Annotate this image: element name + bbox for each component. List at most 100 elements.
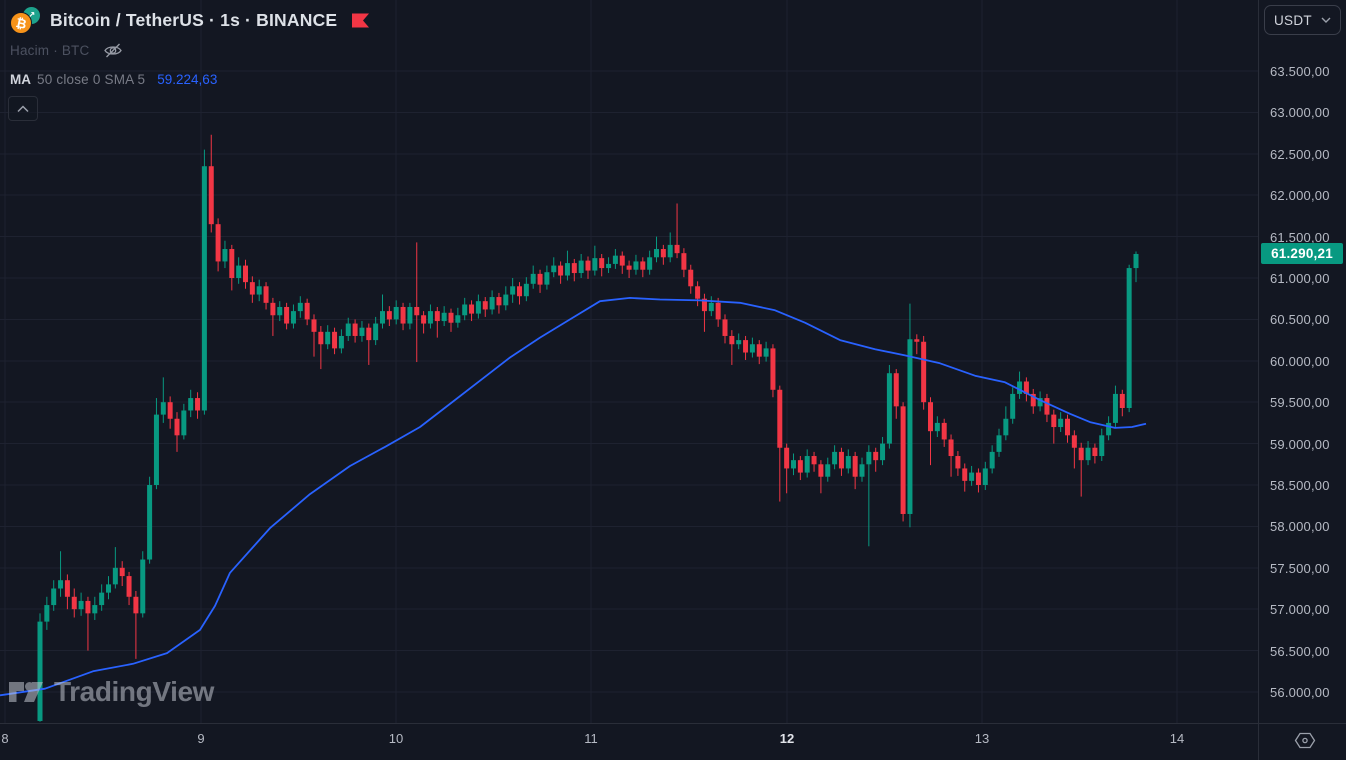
candle-body [277, 306, 283, 316]
candle-body [386, 311, 392, 320]
candle-body [1058, 418, 1064, 428]
candle-body [85, 600, 91, 614]
candle-body [311, 319, 317, 332]
time-tick-label: 9 [197, 731, 205, 746]
candle-body [667, 244, 673, 258]
price-tick-label: 63.000,00 [1270, 105, 1330, 121]
candle-body [92, 605, 98, 614]
candle-body [674, 244, 680, 254]
flag-icon[interactable] [351, 13, 370, 28]
candle-body [78, 600, 84, 610]
price-tick-label: 59.000,00 [1270, 436, 1330, 452]
candle-body [900, 406, 906, 514]
candle-body [318, 331, 324, 345]
price-tick-label: 59.500,00 [1270, 395, 1330, 411]
candle-body [359, 327, 365, 336]
candle-body [989, 451, 995, 469]
candle-body [304, 302, 310, 320]
candle-body [284, 306, 290, 324]
candle-body [1119, 393, 1125, 408]
symbol-title[interactable]: Bitcoin / TetherUS · 1s · BINANCE [50, 9, 338, 30]
candle-body [873, 451, 879, 461]
candle-body [784, 447, 790, 469]
time-axis-separator[interactable] [0, 723, 1346, 724]
volume-study-row[interactable]: Hacim · BTC [10, 41, 370, 59]
candle-body [332, 331, 338, 349]
candle-body [496, 297, 502, 306]
candle-body [475, 301, 481, 314]
candle-body [1106, 422, 1112, 436]
time-tick-label: 12 [779, 731, 795, 746]
tradingview-logo-icon [9, 682, 43, 702]
candle-body [263, 286, 269, 303]
candle-body [647, 257, 653, 270]
candle-body [1044, 398, 1050, 415]
candle-body [106, 584, 111, 593]
candle-body [167, 402, 173, 419]
candle-body [58, 580, 64, 589]
candle-body [243, 265, 248, 283]
ma-params: 50 close 0 SMA 5 [37, 71, 146, 87]
candle-body [619, 255, 625, 266]
price-axis-separator[interactable] [1258, 0, 1259, 760]
axis-settings-button[interactable] [1293, 728, 1317, 752]
candle-body [907, 339, 913, 514]
watermark-text: TradingView [54, 676, 215, 707]
price-tick-label: 60.500,00 [1270, 312, 1330, 328]
candle-body [701, 298, 707, 312]
time-axis[interactable]: 8 9 10 11 12 13 14 [0, 724, 1258, 760]
candle-body [955, 456, 961, 469]
symbol-row[interactable]: ↗ ₿ Bitcoin / TetherUS · 1s · BINANCE [10, 6, 370, 34]
time-tick-label: 10 [388, 731, 404, 746]
candle-body [181, 410, 187, 436]
bitcoin-icon: ₿ [10, 12, 32, 34]
candle-body [160, 402, 166, 415]
candle-body [393, 306, 399, 320]
candle-body [503, 294, 509, 306]
price-axis[interactable]: 61.290,21 63.500,00 63.000,00 62.500,00 62.… [1259, 0, 1346, 723]
candle-body [366, 327, 372, 341]
candle-body [51, 588, 57, 606]
candle-body [1133, 253, 1139, 269]
candle-body [585, 260, 591, 271]
price-tick-label: 63.500,00 [1270, 64, 1330, 79]
candle-body [188, 398, 194, 411]
price-tick-label: 62.000,00 [1270, 188, 1330, 204]
candle-body [962, 468, 968, 481]
chevron-down-icon [1321, 17, 1331, 23]
price-tick-label: 58.000,00 [1270, 519, 1330, 535]
candle-body [1085, 447, 1091, 461]
currency-dropdown[interactable]: USDT [1264, 5, 1341, 35]
candle-body [1099, 435, 1105, 457]
candle-body [1037, 398, 1043, 407]
candle-body [763, 348, 769, 357]
candle-body [517, 286, 522, 297]
candle-body [229, 249, 235, 278]
candle-body [297, 302, 303, 312]
candle-body [914, 339, 920, 342]
candle-body [880, 443, 886, 461]
candle-body [201, 166, 207, 411]
candle-body [688, 269, 694, 287]
candle-body [729, 335, 735, 345]
candle-body [640, 261, 646, 270]
eye-slash-icon[interactable] [103, 42, 123, 59]
candle-body [756, 344, 762, 357]
ma-study-row[interactable]: MA 50 close 0 SMA 5 59.224,63 [10, 70, 370, 88]
candle-body [838, 451, 844, 469]
candle-body [208, 166, 214, 225]
candle-body [140, 559, 146, 614]
candle-body [811, 456, 817, 465]
candle-body [345, 323, 351, 336]
candle-body [1023, 381, 1029, 394]
candle-body [832, 451, 838, 465]
price-tick-label: 58.500,00 [1270, 478, 1330, 493]
candle-body [1112, 393, 1118, 423]
candle-body [174, 418, 180, 436]
candle-body [462, 304, 468, 316]
time-tick-label: 11 [584, 731, 598, 746]
price-tick-label: 56.500,00 [1270, 643, 1330, 659]
collapse-legend-button[interactable] [8, 96, 38, 121]
